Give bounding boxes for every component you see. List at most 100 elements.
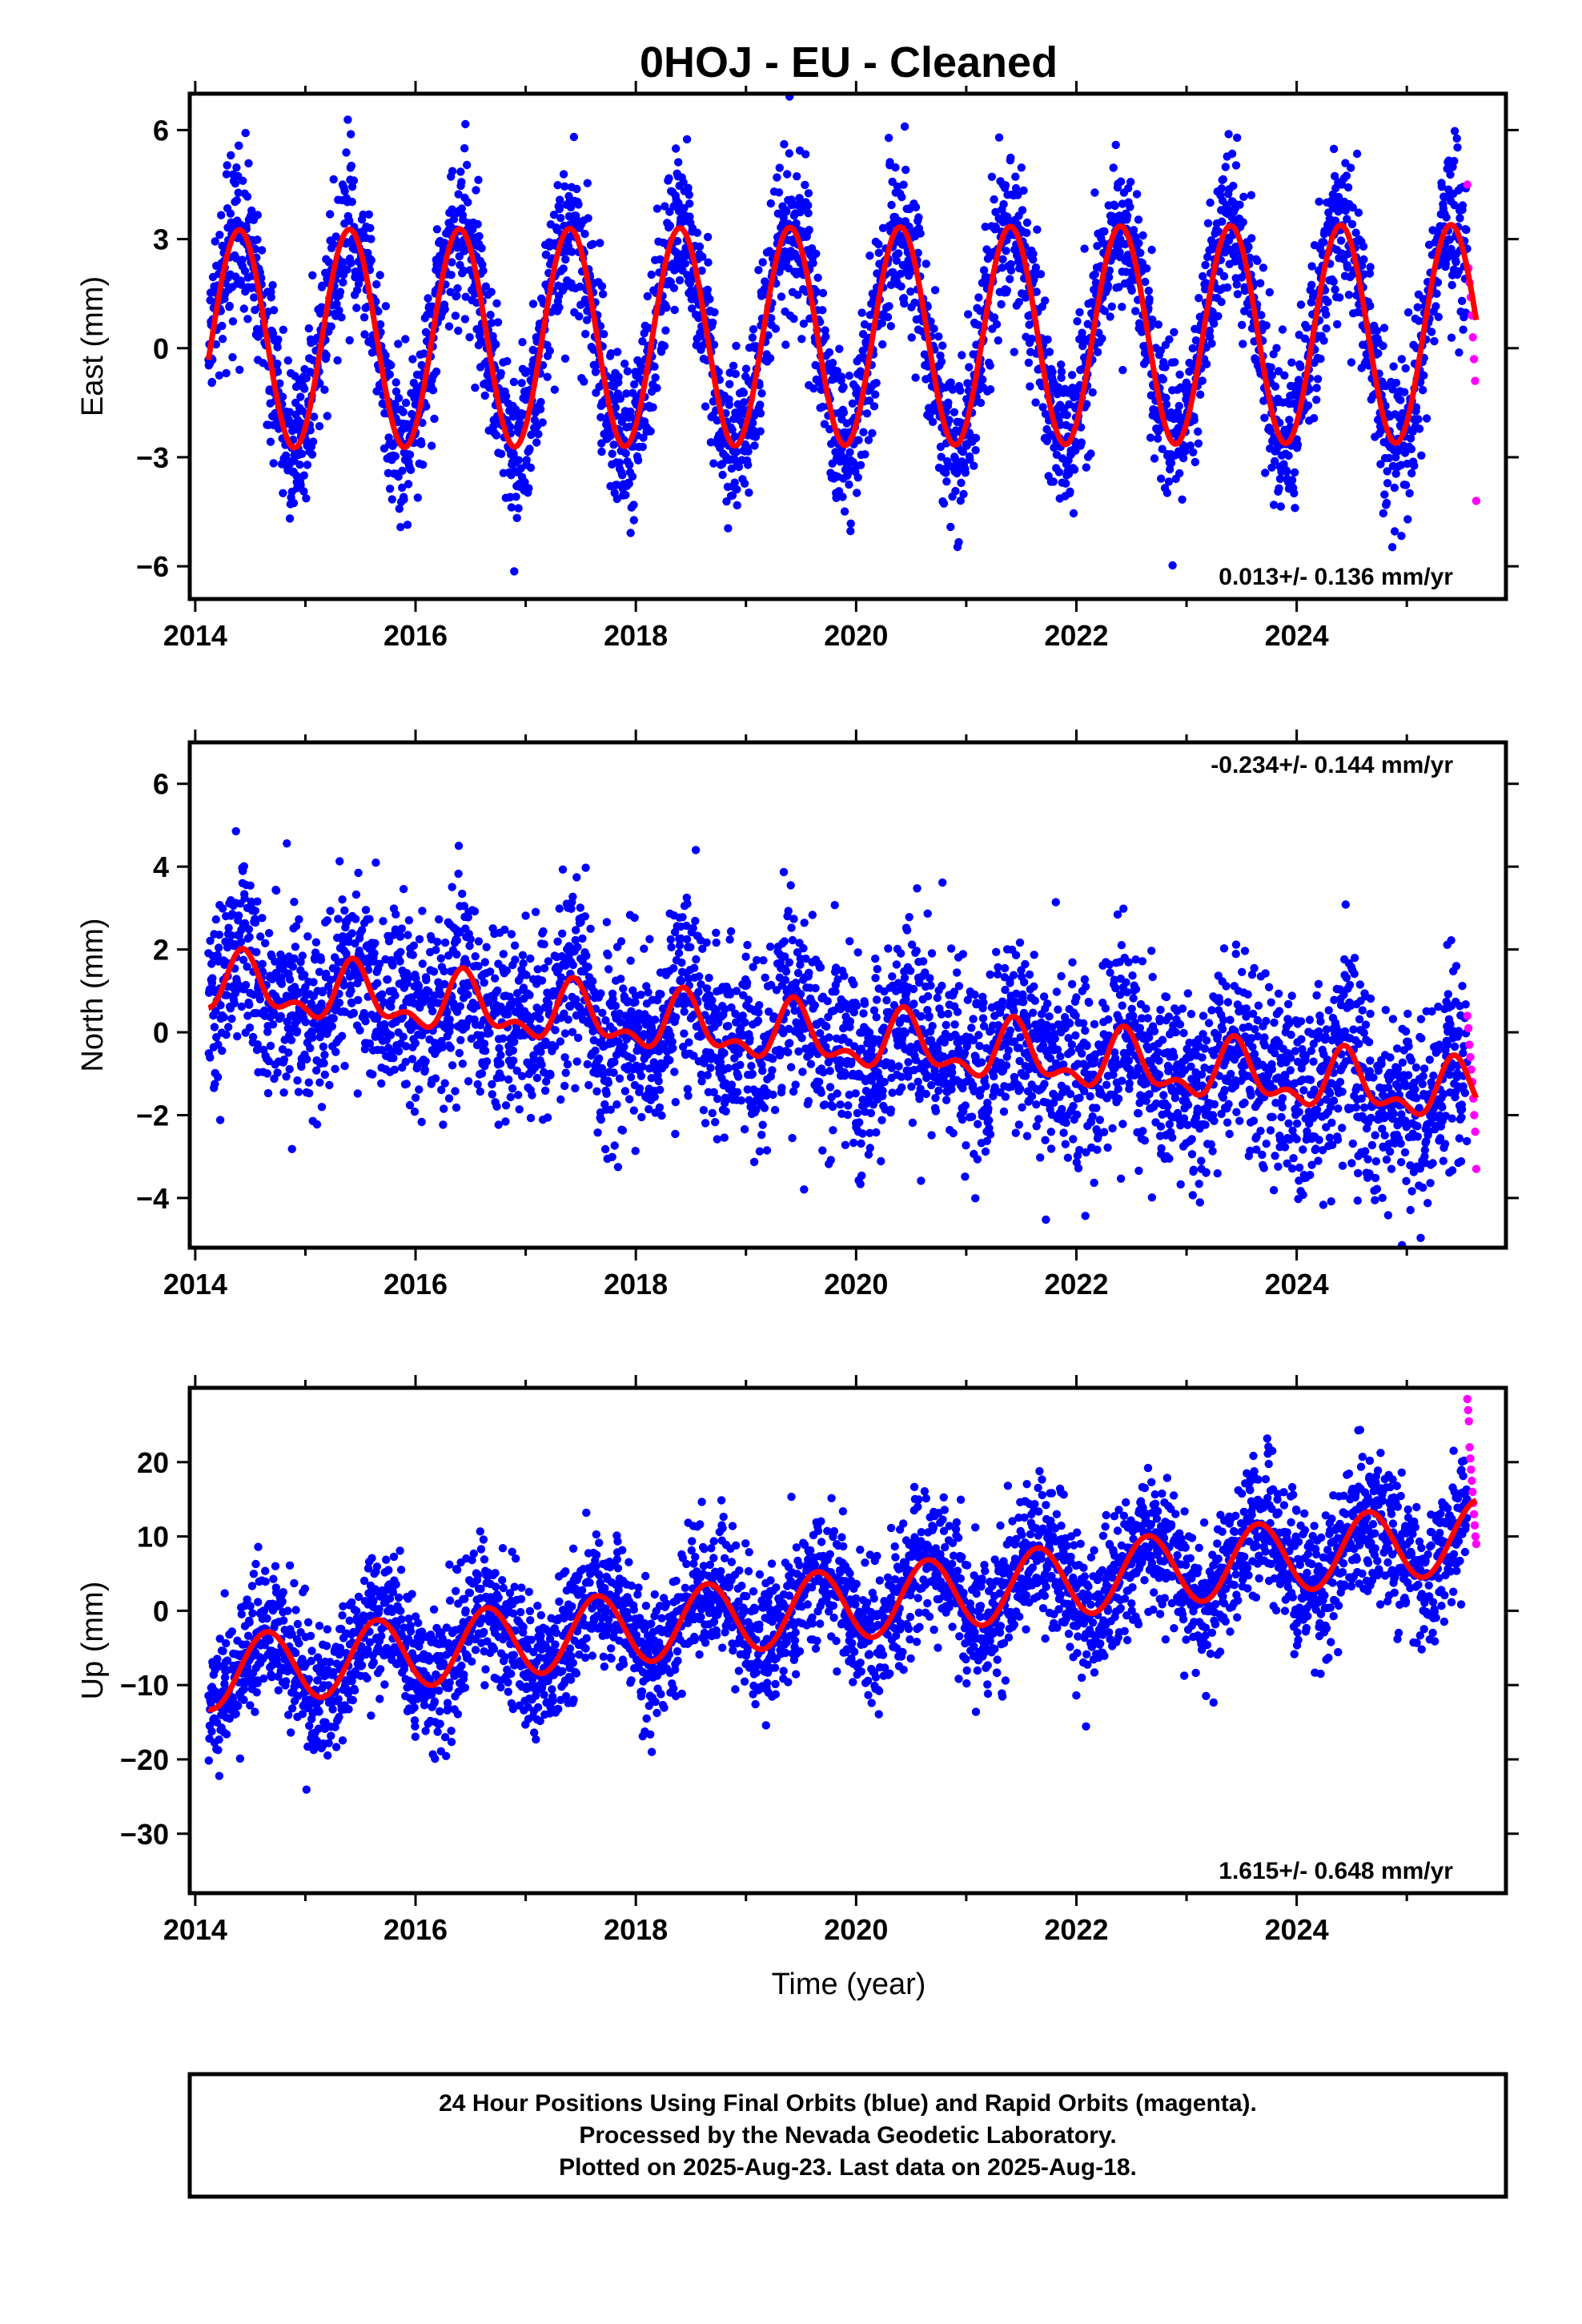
data-point-final (340, 187, 349, 195)
data-point-final (1027, 334, 1036, 344)
data-point-final (713, 416, 721, 425)
data-point-final (1319, 336, 1328, 345)
data-point-final (1118, 303, 1126, 312)
data-point-final (400, 495, 408, 504)
data-point-final (245, 1023, 255, 1032)
data-point-final (1017, 163, 1026, 172)
data-point-final (361, 906, 371, 915)
data-point-final (724, 524, 733, 533)
data-point-final (390, 1065, 399, 1075)
data-point-final (307, 450, 317, 459)
data-point-final (1285, 416, 1294, 424)
data-point-final (739, 388, 749, 397)
data-point-final (431, 1074, 440, 1083)
data-point-final (268, 280, 277, 290)
data-point-final (278, 392, 287, 401)
data-point-final (640, 329, 648, 338)
data-point-final (1056, 420, 1065, 429)
y-tick-label: −3 (136, 441, 169, 474)
data-point-final (964, 310, 973, 319)
data-point-final (457, 178, 466, 187)
data-point-final (698, 252, 707, 261)
data-point-final (315, 422, 324, 431)
data-point-final (372, 279, 381, 289)
data-point-final (213, 1072, 223, 1082)
data-point-final (453, 283, 462, 293)
data-point-final (231, 179, 240, 188)
data-point-final (583, 179, 592, 187)
data-point-final (853, 489, 861, 497)
data-point-final (473, 1080, 482, 1089)
data-point-final (408, 355, 417, 364)
data-point-final (546, 1071, 555, 1080)
data-point-final (239, 304, 248, 313)
data-point-final (1359, 255, 1368, 264)
data-point-final (1232, 280, 1242, 289)
data-point-final (970, 461, 978, 470)
data-point-final (363, 248, 372, 258)
data-point-final (1150, 454, 1159, 463)
data-point-final (630, 913, 639, 923)
data-point-final (672, 144, 681, 153)
data-point-final (795, 194, 804, 203)
data-point-final (404, 480, 413, 489)
data-point-final (555, 204, 564, 214)
data-point-final (900, 122, 909, 131)
data-point-final (217, 211, 226, 219)
data-point-final (218, 1046, 227, 1055)
data-point-final (991, 223, 1001, 231)
data-point-final (574, 200, 583, 209)
data-point-final (582, 951, 591, 960)
data-point-final (638, 442, 647, 452)
data-point-final (332, 300, 341, 308)
data-point-final (430, 414, 439, 424)
data-point-final (1400, 388, 1409, 396)
data-point-final (294, 1088, 303, 1096)
data-point-final (300, 384, 309, 393)
data-point-final (457, 204, 466, 213)
data-point-final (253, 211, 262, 219)
data-point-final (991, 207, 1000, 216)
data-point-final (727, 464, 737, 473)
data-point-final (496, 368, 505, 378)
data-point-final (420, 1065, 429, 1074)
data-point-final (629, 1106, 638, 1115)
data-point-final (656, 255, 665, 264)
data-point-final (487, 319, 496, 328)
data-point-final (514, 1091, 523, 1100)
data-point-final (429, 967, 439, 976)
data-point-final (793, 291, 802, 300)
data-point-final (470, 907, 480, 916)
data-point-final (306, 1043, 315, 1053)
data-point-final (1002, 247, 1010, 255)
data-point-final (598, 1008, 607, 1018)
data-point-final (830, 374, 839, 384)
data-point-final (556, 1037, 565, 1046)
data-point-final (1331, 285, 1339, 294)
data-point-final (317, 303, 326, 312)
data-point-final (283, 356, 292, 365)
data-point-final (591, 1046, 600, 1055)
data-point-final (228, 317, 238, 326)
data-point-final (317, 1103, 327, 1112)
data-point-final (1447, 333, 1456, 342)
data-point-final (961, 468, 970, 477)
data-point-final (499, 1034, 508, 1043)
data-point-final (1265, 287, 1275, 297)
data-point-final (1319, 238, 1328, 247)
data-point-final (765, 354, 775, 363)
data-point-final (1207, 339, 1216, 348)
data-point-final (946, 522, 955, 532)
data-point-final (253, 235, 262, 244)
data-point-final (550, 385, 559, 394)
data-point-final (812, 249, 821, 258)
data-point-final (385, 370, 394, 379)
data-point-final (532, 1073, 542, 1083)
data-point-final (774, 188, 784, 197)
data-point-final (338, 895, 347, 904)
data-point-final (749, 419, 757, 428)
data-point-final (1259, 263, 1268, 272)
data-point-final (607, 349, 616, 358)
data-point-final (536, 1014, 544, 1023)
data-point-final (237, 1002, 246, 1011)
